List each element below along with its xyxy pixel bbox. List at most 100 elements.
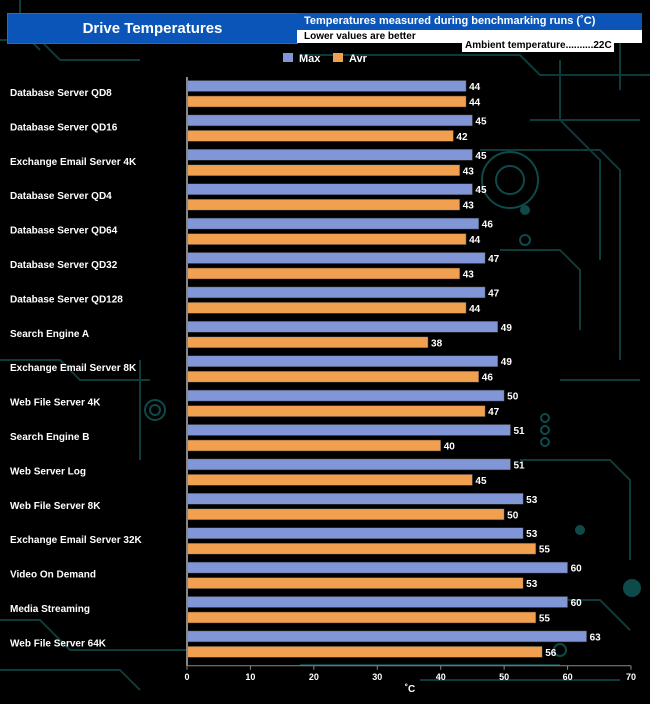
data-label-avr: 46 — [482, 373, 494, 384]
category-label: Web File Server 64K — [10, 638, 107, 649]
bar-max — [186, 217, 480, 230]
data-label-max: 63 — [590, 632, 602, 643]
category-label: Exchange Email Server 32K — [10, 535, 143, 546]
data-label-max: 60 — [571, 598, 583, 609]
x-tick-label: 30 — [372, 672, 382, 682]
x-tick-label: 60 — [563, 672, 573, 682]
data-label-max: 45 — [475, 185, 487, 196]
data-label-avr: 43 — [463, 270, 475, 281]
data-label-avr: 55 — [539, 614, 551, 625]
bar-avr — [186, 336, 429, 349]
data-label-max: 44 — [469, 82, 481, 93]
x-tick-label: 40 — [436, 672, 446, 682]
bar-avr — [186, 611, 537, 624]
bar-max — [186, 321, 499, 333]
category-label: Exchange Email Server 4K — [10, 157, 137, 168]
data-label-max: 46 — [482, 220, 494, 231]
category-label: Database Server QD32 — [10, 260, 118, 271]
legend-swatch-max — [283, 53, 293, 62]
bar-max — [186, 252, 486, 264]
bar-max — [186, 630, 587, 643]
category-label: Database Server QD8 — [10, 88, 112, 99]
category-label: Exchange Email Server 8K — [10, 363, 137, 374]
bar-avr — [186, 130, 454, 142]
category-label: Database Server QD128 — [10, 294, 123, 305]
bar-avr — [186, 164, 460, 177]
x-tick-label: 70 — [626, 672, 636, 682]
data-label-max: 50 — [507, 392, 519, 403]
bar-max — [186, 114, 473, 127]
data-label-avr: 42 — [456, 132, 468, 143]
bar-avr — [186, 198, 460, 211]
data-label-avr: 56 — [545, 648, 557, 659]
data-label-max: 49 — [501, 323, 513, 334]
ambient-temperature: Ambient temperature..........22C — [462, 40, 614, 52]
bar-max — [186, 80, 467, 92]
category-label: Search Engine B — [10, 432, 89, 443]
data-label-avr: 44 — [469, 98, 481, 109]
bar-avr — [186, 267, 460, 280]
data-label-max: 53 — [526, 495, 538, 506]
x-axis-label: ˚C — [405, 683, 416, 695]
data-label-max: 47 — [488, 254, 500, 265]
bar-max — [186, 493, 524, 505]
data-label-avr: 47 — [488, 407, 500, 418]
legend-swatch-avr — [333, 53, 343, 62]
data-label-avr: 44 — [469, 235, 481, 246]
data-label-max: 51 — [513, 426, 525, 437]
x-tick-label: 20 — [309, 672, 319, 682]
bar-max — [186, 355, 499, 367]
category-label: Database Server QD16 — [10, 122, 118, 133]
x-tick-label: 50 — [499, 672, 509, 682]
data-label-avr: 43 — [463, 166, 475, 177]
category-label: Database Server QD64 — [10, 226, 118, 237]
chart-note: Lower values are better — [297, 30, 642, 43]
category-label: Search Engine A — [10, 329, 89, 340]
data-label-avr: 50 — [507, 510, 519, 521]
data-label-avr: 55 — [539, 545, 551, 556]
bar-max — [186, 527, 524, 539]
bar-avr — [186, 302, 467, 314]
bar-max — [186, 561, 568, 574]
data-label-avr: 45 — [475, 476, 487, 487]
category-label: Web Server Log — [10, 466, 86, 477]
legend-label-avr: Avr — [349, 53, 368, 65]
bar-max — [186, 149, 473, 161]
bar-avr — [186, 405, 486, 417]
bar-avr — [186, 439, 441, 452]
bar-avr — [186, 577, 524, 589]
bar-avr — [186, 95, 467, 108]
bar-max — [186, 596, 568, 608]
bar-max — [186, 458, 511, 471]
bar-avr — [186, 646, 543, 658]
category-label: Media Streaming — [10, 604, 90, 615]
bar-avr — [186, 508, 505, 521]
data-label-avr: 44 — [469, 304, 481, 315]
data-label-max: 51 — [513, 460, 525, 471]
data-label-avr: 38 — [431, 338, 443, 349]
chart-title: Drive Temperatures — [7, 13, 298, 44]
category-label: Database Server QD4 — [10, 191, 112, 202]
legend-label-max: Max — [299, 53, 321, 65]
category-label: Video On Demand — [10, 570, 96, 581]
bar-avr — [186, 542, 537, 555]
bar-avr — [186, 474, 473, 486]
data-label-avr: 53 — [526, 579, 538, 590]
data-label-avr: 43 — [463, 201, 475, 212]
data-label-max: 45 — [475, 116, 487, 127]
bar-avr — [186, 370, 480, 383]
category-label: Web File Server 4K — [10, 398, 101, 409]
data-label-avr: 40 — [444, 442, 456, 453]
data-label-max: 60 — [571, 564, 583, 575]
bar-max — [186, 183, 473, 195]
category-label: Web File Server 8K — [10, 501, 101, 512]
chart-subtitle: Temperatures measured during benchmarkin… — [297, 13, 642, 30]
bar-avr — [186, 233, 467, 245]
bar-max — [186, 424, 511, 436]
bar-max — [186, 389, 505, 402]
data-label-max: 47 — [488, 288, 500, 299]
data-label-max: 53 — [526, 529, 538, 540]
data-label-max: 45 — [475, 151, 487, 162]
